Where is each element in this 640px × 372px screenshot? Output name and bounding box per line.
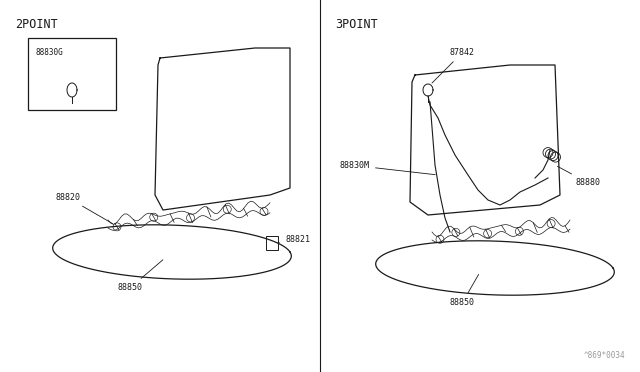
Text: 2POINT: 2POINT: [15, 18, 58, 31]
Text: 88820: 88820: [55, 193, 113, 224]
Text: 88821: 88821: [278, 235, 310, 244]
Bar: [266, 236, 278, 250]
Text: 88850: 88850: [118, 260, 163, 292]
Text: 3POINT: 3POINT: [335, 18, 378, 31]
Text: ^869*0034: ^869*0034: [584, 351, 625, 360]
Text: 88850: 88850: [450, 275, 479, 307]
Text: 87842: 87842: [432, 48, 475, 83]
Text: 88830M: 88830M: [340, 161, 435, 175]
Text: 88880: 88880: [557, 166, 600, 187]
Bar: [28, 38, 116, 110]
Text: 88830G: 88830G: [36, 48, 64, 57]
